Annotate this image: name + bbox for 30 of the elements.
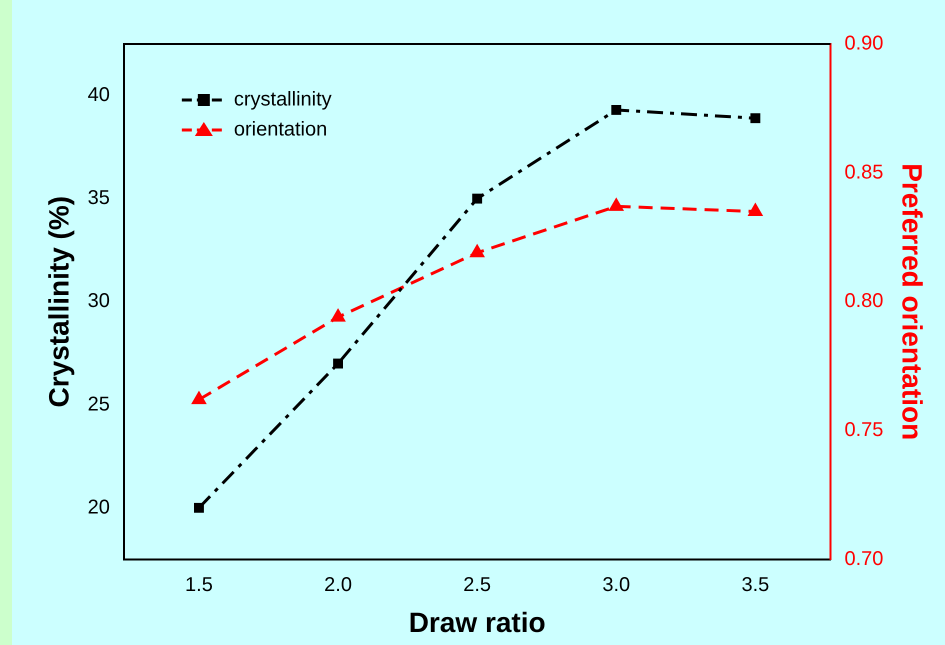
point bbox=[472, 194, 482, 204]
x-tick-label: 2.5 bbox=[463, 574, 492, 596]
point bbox=[748, 202, 764, 216]
y-axis-title: Crystallinity (%) bbox=[44, 196, 75, 408]
legend-label: crystallinity bbox=[234, 88, 332, 111]
y-tick-label: 20 bbox=[88, 496, 110, 518]
y-tick-label: 40 bbox=[88, 84, 110, 106]
y-tick-label: 25 bbox=[88, 393, 110, 416]
x-axis-title: Draw ratio bbox=[408, 606, 546, 638]
point bbox=[330, 308, 346, 322]
x-tick-label: 3.5 bbox=[741, 574, 770, 596]
point bbox=[191, 390, 207, 404]
x-tick-label: 1.5 bbox=[185, 574, 213, 596]
y2-tick-label: 0.75 bbox=[844, 419, 884, 442]
x-tick-label: 3.0 bbox=[602, 574, 630, 596]
y2-tick-label: 0.70 bbox=[844, 548, 884, 570]
point bbox=[750, 113, 760, 124]
y2-tick-label: 0.90 bbox=[844, 32, 884, 55]
legend-label: orientation bbox=[234, 118, 328, 141]
point bbox=[608, 197, 624, 211]
point bbox=[333, 358, 344, 368]
y-tick-label: 35 bbox=[88, 187, 110, 210]
point bbox=[194, 502, 204, 513]
y2-axis-title: Preferred orientation bbox=[896, 163, 928, 440]
point bbox=[469, 244, 485, 258]
y2-tick-label: 0.80 bbox=[844, 290, 884, 312]
y-tick-label: 30 bbox=[88, 290, 110, 312]
point bbox=[611, 105, 622, 115]
x-tick-label: 2.0 bbox=[324, 574, 352, 596]
y2-tick-label: 0.85 bbox=[844, 161, 884, 184]
